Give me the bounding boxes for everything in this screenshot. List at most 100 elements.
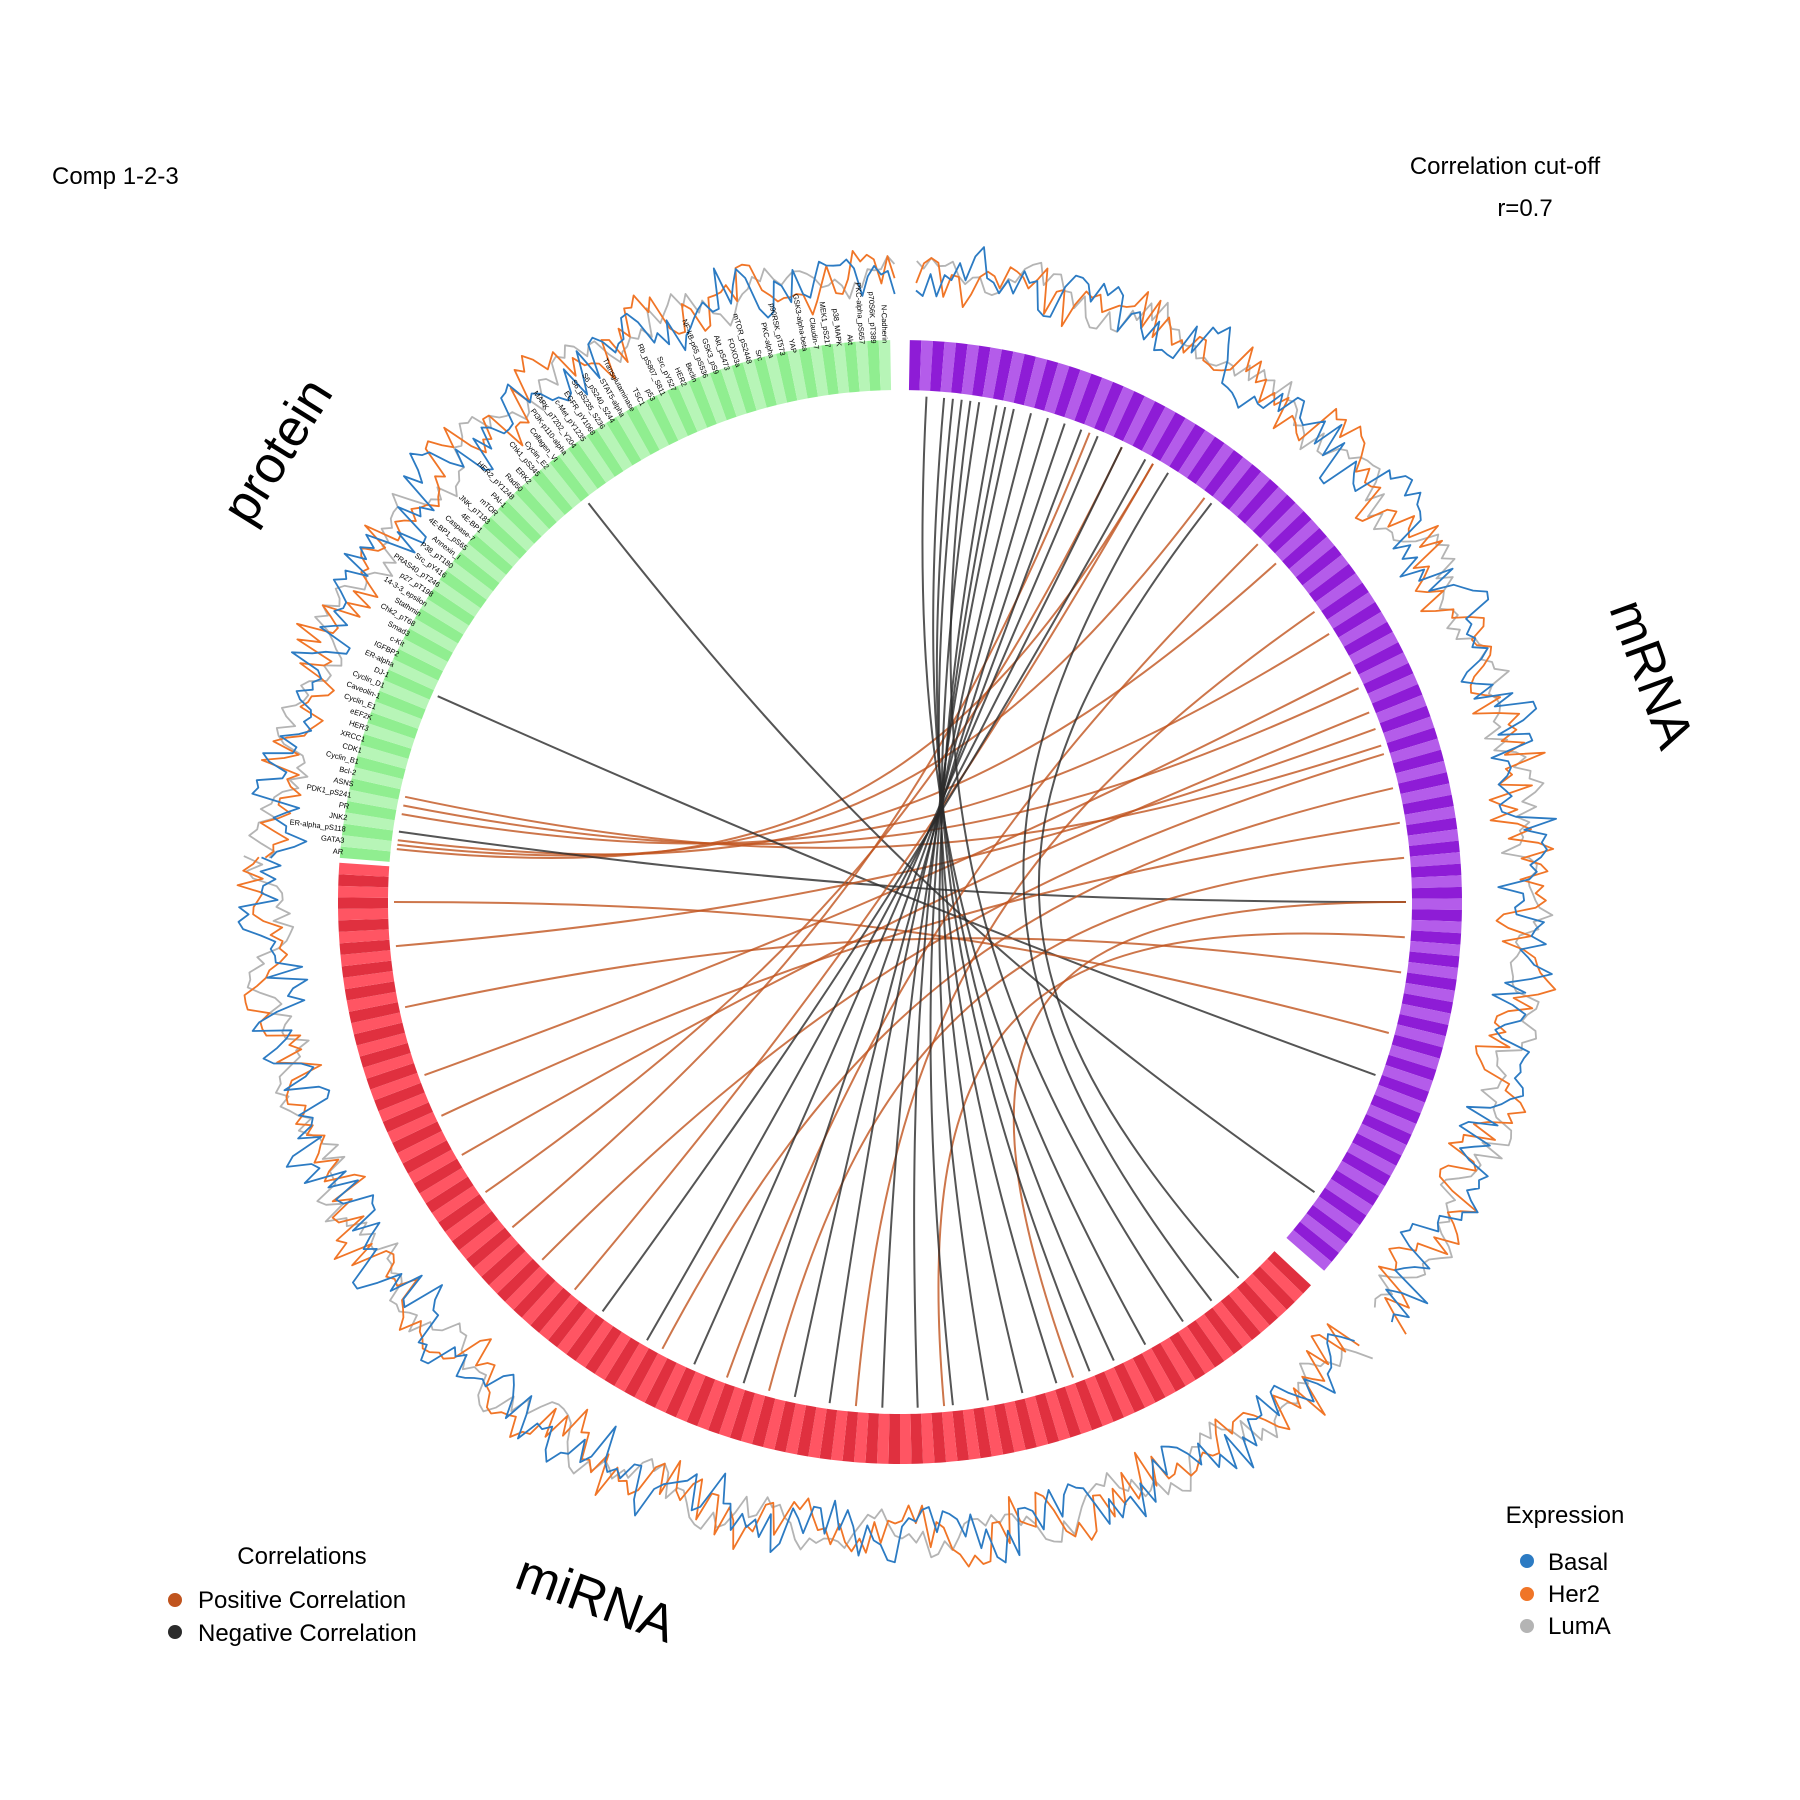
protein-variable-label: Akt <box>845 334 855 347</box>
mRNA-block-segment <box>1403 982 1455 1003</box>
protein-block-segment <box>720 365 747 417</box>
protein-variable-label: JNK2 <box>329 811 348 823</box>
protein-block-segment <box>342 823 394 841</box>
miRNA-block-segment <box>366 1062 418 1090</box>
mRNA-block-segment <box>1395 760 1447 784</box>
protein-block-segment <box>379 679 430 710</box>
mRNA-block-segment <box>1054 366 1081 418</box>
mRNA-block-segment <box>1411 919 1462 934</box>
miRNA-block-segment <box>338 874 389 888</box>
mRNA-block-segment <box>1358 652 1409 685</box>
mRNA-block-segment <box>1003 351 1025 403</box>
miRNA-block-segment <box>952 1410 969 1462</box>
negative-correlation-link <box>742 429 1083 1384</box>
miRNA-block-segment <box>362 1052 414 1079</box>
miRNA-block-segment <box>338 929 390 944</box>
miRNA-block-segment <box>419 1167 468 1204</box>
mRNA-block-segment <box>919 340 933 391</box>
miRNA-block-segment <box>751 1395 776 1448</box>
protein-block-segment <box>606 416 642 466</box>
mRNA-block-segment <box>1237 479 1279 524</box>
miRNA-block-segment <box>1204 1307 1243 1355</box>
positive-correlation-link <box>511 432 1091 1229</box>
mRNA-block-segment <box>1374 1084 1425 1114</box>
protein-block-segment <box>844 341 860 393</box>
negative-correlation-link <box>437 695 1376 1077</box>
negative-correlation-link <box>938 405 998 1401</box>
protein-block-segment <box>347 789 399 810</box>
protein-block-segment <box>506 492 550 537</box>
protein-block-segment <box>375 690 426 720</box>
protein-block-segment <box>667 385 698 436</box>
positive-correlation-link <box>661 787 1394 1350</box>
protein-block-segment <box>523 477 565 522</box>
mRNA-block-segment <box>1299 1213 1347 1253</box>
mRNA-block-segment <box>1293 1221 1339 1262</box>
mRNA-block-segment <box>1401 993 1453 1014</box>
miRNA-block-segment <box>853 1412 869 1463</box>
miRNA-block-segment <box>413 1158 463 1194</box>
miRNA-block-segment <box>1113 1362 1146 1413</box>
miRNA-block-segment <box>729 1389 756 1441</box>
mRNA-block-segment <box>1404 806 1456 826</box>
protein-block-segment <box>832 342 850 394</box>
miRNA-block-segment <box>338 908 389 921</box>
negative-correlation-link <box>937 399 1058 1384</box>
protein-block-segment <box>731 362 757 414</box>
protein-block-segment <box>532 469 573 516</box>
miRNA-block-segment <box>888 1413 900 1464</box>
miRNA-block-segment <box>819 1408 838 1460</box>
mRNA-block-segment <box>1327 592 1376 629</box>
negative-correlation-link <box>921 396 1147 1346</box>
mRNA-block-segment <box>1366 1104 1417 1135</box>
positive-correlation-link <box>397 497 1206 857</box>
miRNA-block-segment <box>392 1121 442 1154</box>
miRNA-block-segment <box>473 1235 519 1277</box>
protein-block-segment <box>467 534 513 575</box>
protein-block-segment <box>367 712 419 739</box>
protein-block-segment <box>742 359 767 411</box>
miRNA-block-segment <box>1055 1386 1082 1438</box>
miRNA-block-segment <box>983 1405 1004 1457</box>
miRNA-block-segment <box>808 1407 827 1459</box>
mRNA-block-segment <box>1410 863 1462 878</box>
miRNA-block-segment <box>346 991 398 1012</box>
mRNA-block-segment <box>1204 449 1244 497</box>
miRNA-block-segment <box>585 1326 622 1374</box>
protein-block-segment <box>439 570 487 609</box>
protein-block-segment <box>354 755 406 780</box>
protein-variable-label: YAP <box>787 338 799 354</box>
protein-block-segment <box>383 669 434 700</box>
negative-correlation-label: Negative Correlation <box>198 1620 417 1647</box>
luma-swatch <box>1520 1619 1534 1633</box>
miRNA-block-segment <box>1244 1273 1287 1318</box>
positive-correlation-link <box>395 727 1376 948</box>
mRNA-block-segment <box>1252 494 1296 539</box>
mRNA-block-segment <box>1260 502 1304 546</box>
mRNA-block-segment <box>1400 783 1452 805</box>
negative-correlation-link <box>646 446 1123 1341</box>
miRNA-block-segment <box>920 1413 935 1464</box>
mRNA-block-segment <box>1409 940 1461 957</box>
mRNA-block-segment <box>908 340 922 391</box>
protein-variable-label: p38_MAPK <box>831 308 844 347</box>
protein-block-segment <box>549 455 590 502</box>
protein-block-segment <box>363 722 415 749</box>
miRNA-block-segment <box>338 897 389 909</box>
correlations-legend-title: Correlations <box>237 1543 366 1570</box>
miRNA-block-segment <box>425 1176 474 1214</box>
protein-block-segment <box>616 411 651 461</box>
positive-correlation-link <box>461 711 1370 1156</box>
protein-variable-label: N-Cadherin <box>879 305 889 344</box>
protein-block-segment <box>339 846 391 862</box>
miRNA-block-segment <box>339 939 391 955</box>
negative-correlation-link <box>601 458 1147 1312</box>
mRNA-block-segment <box>1347 1142 1397 1177</box>
protein-block-segment <box>821 344 839 396</box>
miRNA-block-segment <box>1195 1313 1234 1361</box>
mRNA-block-segment <box>1406 817 1458 836</box>
mRNA-block-segment <box>1044 362 1070 414</box>
expression-series-line <box>237 856 1355 1564</box>
protein-block-segment <box>357 744 409 769</box>
miRNA-block-segment <box>1104 1367 1135 1418</box>
